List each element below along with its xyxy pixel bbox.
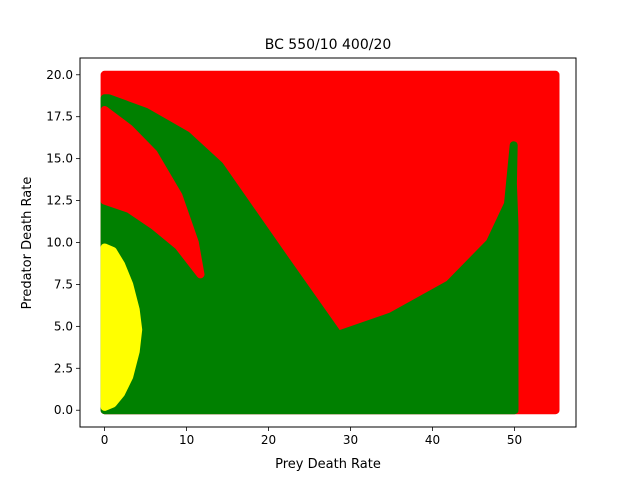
x-tick-label: 30 (343, 433, 358, 447)
x-tick-label: 10 (179, 433, 194, 447)
chart-title: BC 550/10 400/20 (265, 37, 392, 53)
y-tick-label: 5.0 (54, 319, 73, 333)
y-axis-label: Predator Death Rate (20, 177, 35, 310)
x-axis: 0 10 20 30 40 50 (101, 427, 522, 447)
x-tick-label: 50 (507, 433, 522, 447)
region-2 (100, 106, 205, 279)
y-tick-label: 10.0 (46, 236, 73, 250)
y-tick-label: 12.5 (46, 194, 73, 208)
region-3 (100, 243, 143, 411)
y-tick-label: 2.5 (54, 361, 73, 375)
y-tick-label: 7.5 (54, 277, 73, 291)
y-tick-label: 20.0 (46, 68, 73, 82)
y-axis: 0.0 2.5 5.0 7.5 10.0 12.5 15.0 17.5 20.0 (46, 68, 80, 417)
y-tick-label: 0.0 (54, 403, 73, 417)
y-tick-label: 15.0 (46, 152, 73, 166)
plot-area (100, 70, 560, 415)
x-axis-label: Prey Death Rate (275, 457, 381, 472)
x-tick-label: 40 (425, 433, 440, 447)
region-1 (100, 94, 519, 415)
x-tick-label: 20 (261, 433, 276, 447)
x-tick-label: 0 (101, 433, 109, 447)
y-tick-label: 17.5 (46, 110, 73, 124)
